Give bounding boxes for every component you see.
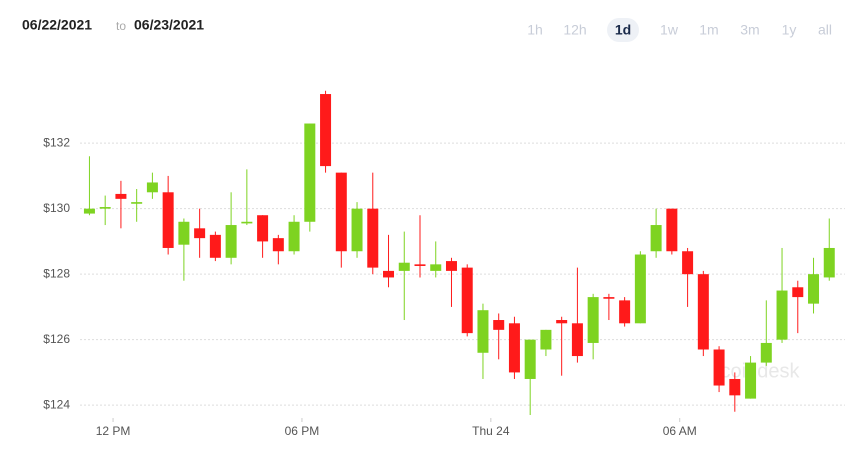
x-tick-label: 06 PM (285, 424, 320, 438)
candle-body (320, 94, 332, 167)
candle-body (288, 221, 300, 252)
candle-body (650, 225, 662, 252)
range-selected-bg (607, 18, 639, 42)
candle-body (461, 267, 473, 334)
candle-body (666, 208, 678, 252)
candle-body (682, 251, 694, 275)
candle-body (131, 202, 143, 204)
date-to: 06/23/2021 (134, 17, 204, 33)
x-tick-label: Thu 24 (472, 424, 510, 438)
candle-body (304, 123, 316, 222)
x-tick-label: 12 PM (96, 424, 131, 438)
range-button[interactable]: 1h (527, 22, 543, 38)
candle-body (398, 262, 410, 271)
candle-body (445, 261, 457, 271)
range-button[interactable]: 1m (699, 22, 718, 38)
candle-body (776, 290, 788, 340)
candle-body (430, 264, 442, 271)
candle-body (209, 234, 221, 258)
candle-body (194, 228, 206, 239)
candle-body (178, 221, 190, 245)
candle-body (556, 320, 568, 324)
candle-body (99, 207, 111, 209)
watermark: coindesk (721, 360, 801, 382)
x-tick-label: 06 AM (663, 424, 697, 438)
range-button[interactable]: 3m (740, 22, 759, 38)
candle-body (745, 362, 757, 399)
range-button[interactable]: 1y (782, 22, 797, 38)
candle-body (477, 310, 489, 353)
candle-body (729, 378, 741, 396)
candle-body (351, 208, 363, 252)
candle-body (619, 300, 631, 324)
candle-body (587, 297, 599, 343)
candle-body (414, 264, 426, 266)
y-tick-label: $128 (43, 266, 70, 280)
candle-body (524, 339, 536, 379)
candle-body (493, 320, 505, 330)
candle-body (634, 254, 646, 324)
range-button[interactable]: all (818, 22, 832, 38)
y-tick-label: $130 (43, 201, 70, 215)
candle-body (225, 225, 237, 258)
candle-body (257, 215, 269, 242)
candle-body (808, 274, 820, 304)
candle-body (508, 323, 520, 373)
range-button[interactable]: 12h (563, 22, 586, 38)
date-from: 06/22/2021 (22, 17, 92, 33)
candle-body (115, 193, 127, 199)
candle-body (335, 172, 347, 252)
range-button[interactable]: 1d (615, 22, 631, 38)
candle-body (83, 208, 95, 214)
candle-body (760, 342, 772, 363)
candle-body (571, 323, 583, 357)
candle-body (603, 297, 615, 299)
y-tick-label: $124 (43, 397, 70, 411)
date-to-word: to (116, 19, 126, 33)
candle-body (697, 274, 709, 350)
candle-body (241, 221, 253, 224)
candle-body (162, 192, 174, 248)
y-tick-label: $132 (43, 135, 70, 149)
candle-body (540, 329, 552, 350)
candle-body (146, 182, 158, 193)
candle-body (272, 238, 284, 252)
range-button[interactable]: 1w (660, 22, 679, 38)
candle-body (823, 247, 835, 278)
candle-body (792, 287, 804, 298)
candle-body (367, 208, 379, 268)
candle-body (713, 349, 725, 386)
y-tick-label: $126 (43, 332, 70, 346)
candle-body (383, 270, 395, 278)
